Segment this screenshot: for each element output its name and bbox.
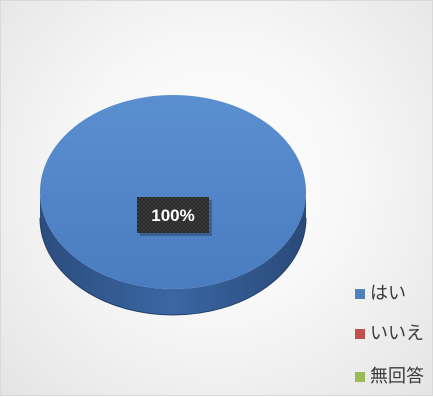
legend: はい いいえ 無回答 (355, 277, 433, 397)
legend-swatch-yes (355, 289, 365, 299)
pie-slice-side (40, 192, 306, 315)
pie-slice-yes (40, 95, 306, 289)
legend-item-no: いいえ (355, 319, 424, 349)
legend-swatch-no (355, 329, 365, 339)
legend-swatch-no-answer (355, 372, 365, 382)
data-label-yes: 100% (151, 206, 194, 225)
legend-item-no-answer: 無回答 (355, 362, 424, 392)
data-label-box (137, 197, 209, 233)
legend-label-no: いいえ (370, 323, 424, 344)
legend-label-no-answer: 無回答 (370, 366, 424, 387)
pie-rim-shadow (39, 217, 307, 316)
legend-item-yes: はい (355, 279, 406, 309)
legend-label-yes: はい (370, 283, 406, 304)
